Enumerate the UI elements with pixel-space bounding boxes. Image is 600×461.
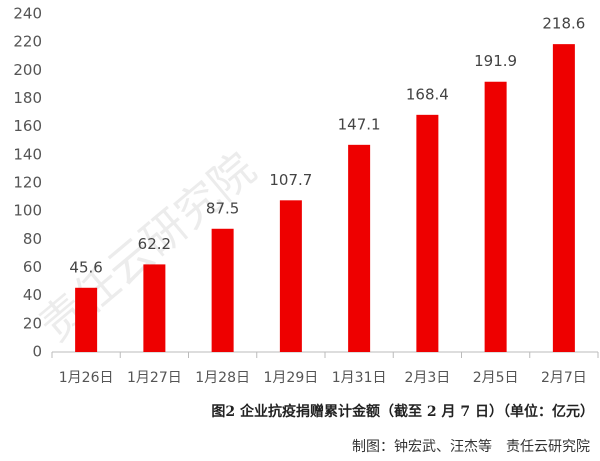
bar xyxy=(416,114,439,352)
y-tick-label: 220 xyxy=(13,33,42,51)
y-tick-label: 40 xyxy=(23,286,42,304)
value-label: 218.6 xyxy=(542,15,585,33)
bar xyxy=(143,264,166,352)
bar xyxy=(75,287,98,352)
value-label: 147.1 xyxy=(338,115,381,133)
y-tick-label: 240 xyxy=(13,5,42,23)
x-tick-label: 1月28日 xyxy=(195,370,250,386)
y-tick-label: 20 xyxy=(23,314,42,332)
credit: 制图：钟宏武、汪杰等 责任云研究院 xyxy=(352,438,590,455)
y-tick-label: 0 xyxy=(32,343,42,361)
value-label: 45.6 xyxy=(69,258,102,276)
x-tick-label: 2月3日 xyxy=(404,370,450,386)
x-tick-label: 2月5日 xyxy=(473,370,519,386)
x-tick-label: 1月26日 xyxy=(59,370,114,386)
value-label: 62.2 xyxy=(138,235,171,253)
bar xyxy=(211,228,234,352)
value-label: 191.9 xyxy=(474,52,517,70)
bar xyxy=(484,81,507,352)
value-label: 87.5 xyxy=(206,199,239,217)
bar xyxy=(348,144,371,352)
x-tick-label: 1月27日 xyxy=(127,370,182,386)
chart-title: 图2 企业抗疫捐赠累计金额（截至 2 月 7 日）（单位：亿元） xyxy=(211,403,594,420)
x-tick-label: 2月7日 xyxy=(541,370,587,386)
bar xyxy=(279,200,302,352)
y-tick-label: 180 xyxy=(13,89,42,107)
y-tick-label: 200 xyxy=(13,61,42,79)
x-tick-label: 1月29日 xyxy=(264,370,319,386)
value-label: 107.7 xyxy=(269,171,312,189)
y-tick-label: 80 xyxy=(23,230,42,248)
bar xyxy=(552,44,575,352)
y-tick-label: 140 xyxy=(13,145,42,163)
y-tick-label: 100 xyxy=(13,202,42,220)
y-tick-label: 160 xyxy=(13,117,42,135)
y-tick-label: 120 xyxy=(13,174,42,192)
value-label: 168.4 xyxy=(406,85,449,103)
y-tick-label: 60 xyxy=(23,258,42,276)
x-tick-label: 1月31日 xyxy=(332,370,387,386)
